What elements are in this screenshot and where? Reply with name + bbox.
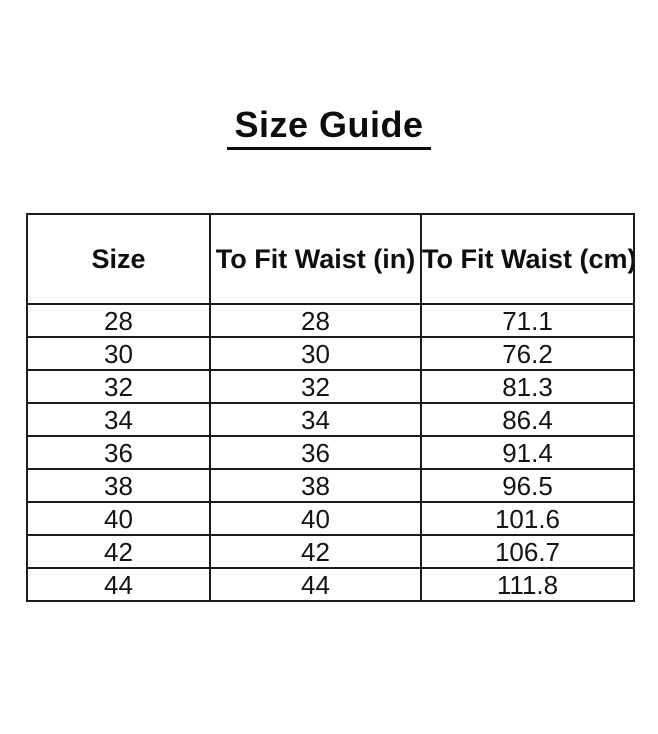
table-row: 28 28 71.1	[26, 303, 635, 338]
table-cell: 40	[209, 501, 422, 536]
table-cell: 38	[209, 468, 422, 503]
table-cell: 28	[26, 303, 211, 338]
table-cell: 28	[209, 303, 422, 338]
table-row: 30 30 76.2	[26, 336, 635, 371]
table-cell: 44	[209, 567, 422, 602]
table-row: 44 44 111.8	[26, 567, 635, 602]
table-cell: 34	[209, 402, 422, 437]
table-cell: 111.8	[420, 567, 635, 602]
column-header-waist-cm: To Fit Waist (cm)	[420, 213, 635, 305]
table-cell: 44	[26, 567, 211, 602]
table-cell: 86.4	[420, 402, 635, 437]
table-cell: 76.2	[420, 336, 635, 371]
table-cell: 36	[209, 435, 422, 470]
table-row: 40 40 101.6	[26, 501, 635, 536]
table-cell: 42	[26, 534, 211, 569]
table-cell: 30	[26, 336, 211, 371]
table-cell: 81.3	[420, 369, 635, 404]
size-guide-table: Size To Fit Waist (in) To Fit Waist (cm)…	[26, 213, 635, 602]
column-header-size: Size	[26, 213, 211, 305]
table-cell: 32	[26, 369, 211, 404]
table-row: 38 38 96.5	[26, 468, 635, 503]
table-row: 34 34 86.4	[26, 402, 635, 437]
column-header-waist-in: To Fit Waist (in)	[209, 213, 422, 305]
table-cell: 36	[26, 435, 211, 470]
table-row: 36 36 91.4	[26, 435, 635, 470]
table-body: 28 28 71.1 30 30 76.2 32 32 81.3 34 34 86.4 36 36 91.4…	[26, 303, 635, 602]
table-cell: 42	[209, 534, 422, 569]
title-area: Size Guide	[0, 106, 658, 150]
table-cell: 71.1	[420, 303, 635, 338]
header-row: Size To Fit Waist (in) To Fit Waist (cm)	[26, 213, 635, 305]
table-cell: 40	[26, 501, 211, 536]
table-row: 32 32 81.3	[26, 369, 635, 404]
table-cell: 38	[26, 468, 211, 503]
table-cell: 96.5	[420, 468, 635, 503]
table-cell: 106.7	[420, 534, 635, 569]
table-cell: 32	[209, 369, 422, 404]
table-row: 42 42 106.7	[26, 534, 635, 569]
table-cell: 34	[26, 402, 211, 437]
table-header: Size To Fit Waist (in) To Fit Waist (cm)	[26, 213, 635, 305]
page-title: Size Guide	[227, 106, 431, 150]
table-cell: 30	[209, 336, 422, 371]
table-cell: 91.4	[420, 435, 635, 470]
table-cell: 101.6	[420, 501, 635, 536]
